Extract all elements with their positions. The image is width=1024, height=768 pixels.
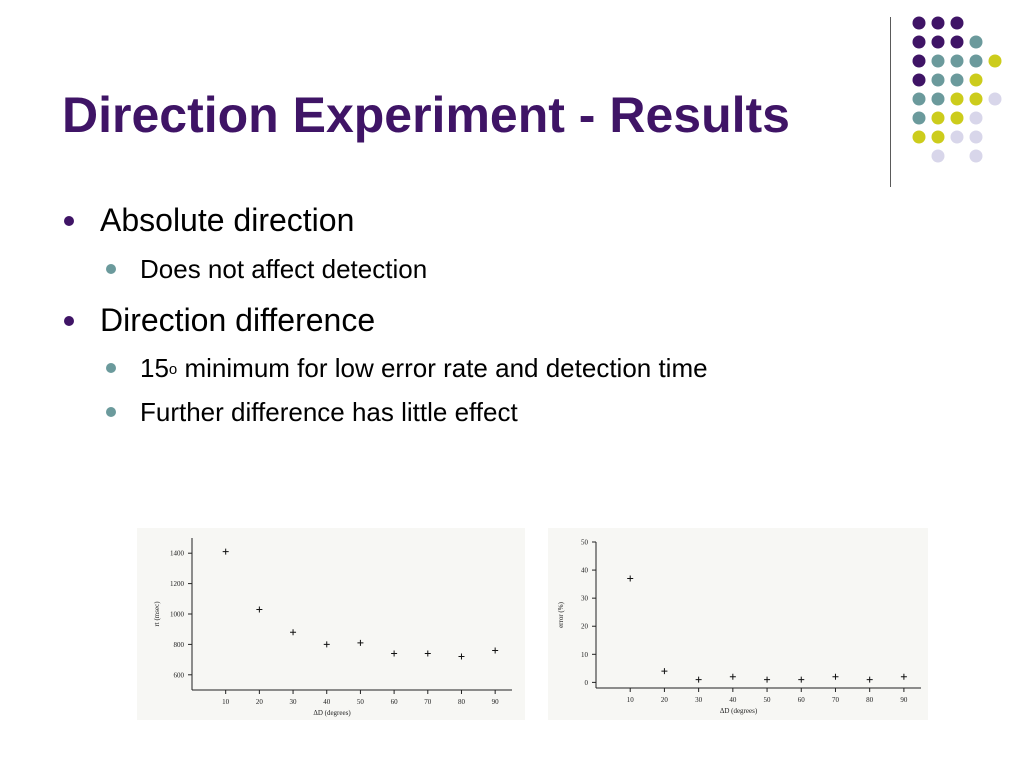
data-point bbox=[492, 647, 499, 654]
x-tick-label: 80 bbox=[866, 696, 874, 704]
decorative-dot bbox=[912, 130, 926, 144]
x-tick-label: 30 bbox=[290, 698, 298, 706]
y-tick-label: 50 bbox=[581, 539, 589, 547]
decorative-dot bbox=[969, 73, 983, 87]
decorative-dot bbox=[969, 92, 983, 106]
x-tick-label: 50 bbox=[764, 696, 772, 704]
y-tick-label: 0 bbox=[585, 679, 589, 687]
sub-bullet-minimum-angle: 15o minimum for low error rate and detec… bbox=[106, 352, 708, 384]
reaction-time-chart: 10 20 30 40 50 60 70 80 90 600 800 1000 1200 1400 ΔD (… bbox=[153, 538, 512, 717]
decorative-dot bbox=[931, 92, 945, 106]
decorative-dot bbox=[912, 16, 926, 30]
decorative-dot bbox=[969, 130, 983, 144]
x-tick-label: 20 bbox=[661, 696, 669, 704]
data-point bbox=[764, 676, 771, 683]
decorative-dot bbox=[912, 92, 926, 106]
decorative-dot bbox=[931, 54, 945, 68]
decorative-dot bbox=[950, 73, 964, 87]
y-tick-label: 1200 bbox=[170, 580, 185, 588]
data-point bbox=[832, 673, 839, 680]
minimum-angle-text: minimum for low error rate and detection… bbox=[177, 353, 708, 383]
decorative-dot bbox=[912, 111, 926, 125]
bullet-absolute-direction: Absolute direction bbox=[63, 202, 355, 238]
title-divider bbox=[890, 17, 891, 187]
decorative-dot bbox=[950, 111, 964, 125]
data-point bbox=[798, 676, 805, 683]
x-tick-label: 70 bbox=[832, 696, 840, 704]
x-tick-label: 60 bbox=[391, 698, 399, 706]
error-rate-chart-panel: 10 20 30 40 50 60 70 80 90 0 10 20 30 40 50 ΔD (degrees… bbox=[548, 528, 928, 720]
decorative-dot bbox=[931, 35, 945, 49]
decorative-dot bbox=[950, 16, 964, 30]
decorative-dot bbox=[950, 92, 964, 106]
decorative-dot bbox=[931, 111, 945, 125]
decorative-dot bbox=[931, 73, 945, 87]
data-point bbox=[256, 606, 263, 613]
slide-title: Direction Experiment - Results bbox=[62, 87, 790, 143]
decorative-dot bbox=[912, 35, 926, 49]
y-tick-label: 1000 bbox=[170, 611, 185, 619]
degree-superscript: o bbox=[168, 361, 178, 378]
data-point bbox=[866, 676, 873, 683]
x-tick-label: 50 bbox=[357, 698, 365, 706]
decorative-dot bbox=[912, 54, 926, 68]
data-point bbox=[290, 629, 297, 636]
x-tick-label: 70 bbox=[424, 698, 432, 706]
data-point bbox=[900, 673, 907, 680]
x-tick-label: 90 bbox=[900, 696, 908, 704]
y-tick-label: 40 bbox=[581, 567, 589, 575]
x-tick-label: 40 bbox=[323, 698, 331, 706]
y-axis-label: rt (msec) bbox=[153, 601, 161, 627]
x-tick-label: 90 bbox=[492, 698, 500, 706]
decorative-dot bbox=[931, 130, 945, 144]
sub-bullet-little-effect: Further difference has little effect bbox=[106, 397, 518, 427]
y-tick-label: 600 bbox=[174, 671, 185, 679]
y-axis-label: error (%) bbox=[557, 601, 565, 628]
y-tick-label: 800 bbox=[174, 641, 185, 649]
decorative-dot bbox=[969, 35, 983, 49]
data-point bbox=[661, 668, 668, 675]
data-point bbox=[222, 548, 229, 555]
x-axis-label: ΔD (degrees) bbox=[313, 709, 351, 717]
x-tick-label: 20 bbox=[256, 698, 263, 706]
y-tick-label: 10 bbox=[581, 651, 589, 659]
error-rate-chart: 10 20 30 40 50 60 70 80 90 0 10 20 30 40 50 ΔD (degrees… bbox=[557, 539, 921, 715]
decorative-dot bbox=[988, 92, 1002, 106]
x-tick-label: 60 bbox=[798, 696, 806, 704]
decorative-dot bbox=[969, 149, 983, 163]
x-tick-label: 80 bbox=[458, 698, 466, 706]
y-tick-label: 1400 bbox=[170, 550, 185, 558]
x-tick-label: 40 bbox=[729, 696, 737, 704]
decorative-dot bbox=[931, 16, 945, 30]
data-point bbox=[695, 676, 702, 683]
decorative-dot bbox=[950, 54, 964, 68]
x-tick-label: 10 bbox=[627, 696, 635, 704]
data-point bbox=[357, 639, 364, 646]
x-axis-label: ΔD (degrees) bbox=[720, 707, 758, 715]
data-point bbox=[323, 641, 330, 648]
decorative-dot bbox=[950, 130, 964, 144]
data-point bbox=[391, 650, 398, 657]
decorative-dot bbox=[969, 111, 983, 125]
minimum-angle-value: 15 bbox=[140, 353, 169, 383]
x-tick-label: 30 bbox=[695, 696, 703, 704]
decorative-dot bbox=[988, 54, 1002, 68]
data-point bbox=[458, 653, 465, 660]
y-tick-label: 20 bbox=[581, 623, 589, 631]
decorative-dot bbox=[931, 149, 945, 163]
data-point bbox=[424, 650, 431, 657]
x-tick-label: 10 bbox=[222, 698, 230, 706]
y-tick-label: 30 bbox=[581, 595, 589, 603]
bullet-direction-difference: Direction difference bbox=[63, 302, 376, 338]
reaction-time-chart-panel: 10 20 30 40 50 60 70 80 90 600 800 1000 1200 1400 ΔD (… bbox=[137, 528, 525, 720]
sub-bullet-no-effect: Does not affect detection bbox=[105, 254, 428, 284]
decorative-dot bbox=[950, 35, 964, 49]
data-point bbox=[627, 575, 634, 582]
decorative-dot bbox=[969, 54, 983, 68]
data-point bbox=[729, 673, 736, 680]
decorative-dot bbox=[912, 73, 926, 87]
